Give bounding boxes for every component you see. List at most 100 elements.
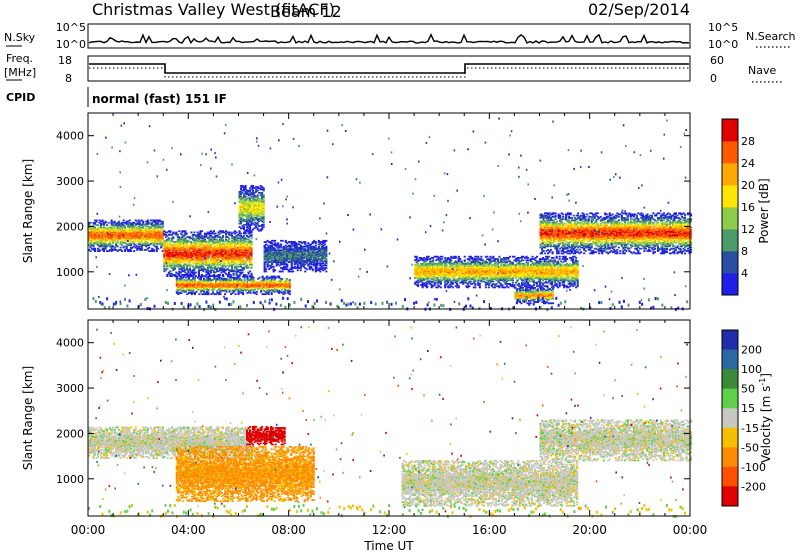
- power-cell: [226, 261, 229, 263]
- power-cell: [232, 274, 235, 276]
- power-cell: [121, 238, 124, 241]
- power-cell: [128, 238, 131, 241]
- power-cell: [223, 271, 226, 274]
- power-cell: [211, 256, 214, 259]
- power-cell: [218, 242, 221, 244]
- power-cell: [240, 252, 243, 255]
- power-cell: [128, 230, 131, 232]
- power-cell: [179, 262, 182, 264]
- power-cell: [178, 242, 181, 244]
- power-cell: [88, 229, 91, 231]
- power-cell: [187, 244, 190, 247]
- power-cell: [203, 259, 206, 262]
- power-cell: [170, 233, 173, 236]
- power-cell: [139, 234, 142, 237]
- power-cell: [121, 233, 124, 236]
- power-cell: [281, 239, 284, 242]
- freq-unit-label: [MHz]: [4, 66, 36, 79]
- power-cell: [185, 256, 188, 259]
- power-cell: [112, 236, 115, 238]
- power-cell: [180, 279, 183, 281]
- power-cell: [220, 271, 223, 274]
- power-cell: [211, 263, 214, 266]
- power-cell: [180, 289, 183, 292]
- power-cell: [187, 245, 190, 248]
- power-cell: [155, 239, 158, 242]
- power-cell: [288, 279, 291, 281]
- power-cell: [270, 292, 273, 294]
- power-cell: [199, 259, 202, 262]
- power-cell: [157, 226, 160, 229]
- power-cell: [110, 233, 113, 236]
- power-cell: [122, 225, 125, 228]
- power-cell: [176, 258, 179, 261]
- power-cell: [193, 268, 196, 270]
- power-cell: [194, 253, 197, 256]
- power-cell: [169, 243, 172, 246]
- power-cell: [250, 246, 253, 249]
- power-cell: [234, 242, 237, 244]
- power-cell: [143, 234, 146, 237]
- power-cell: [130, 234, 133, 237]
- power-cell: [175, 232, 178, 235]
- power-cell: [199, 251, 202, 254]
- power-cell: [238, 245, 241, 248]
- power-cell: [107, 234, 110, 237]
- power-cell: [134, 234, 137, 237]
- power-cell: [170, 264, 173, 267]
- power-cell: [158, 225, 161, 228]
- power-cell: [167, 264, 170, 267]
- power-cell: [122, 232, 125, 235]
- power-cell: [223, 262, 226, 264]
- power-cell: [235, 256, 238, 259]
- power-cell: [212, 263, 215, 266]
- power-cell: [244, 261, 247, 263]
- power-cell: [255, 293, 258, 296]
- power-cell: [127, 224, 130, 226]
- power-cell: [214, 268, 217, 270]
- power-cell: [143, 230, 146, 232]
- power-cell: [178, 244, 181, 247]
- power-cell: [460, 260, 463, 263]
- power-cell: [178, 264, 181, 267]
- power-cell: [240, 237, 243, 240]
- power-cell: [209, 257, 212, 260]
- power-cell: [100, 236, 103, 238]
- power-cell: [158, 233, 161, 236]
- power-cell: [109, 237, 112, 239]
- power-cell: [177, 282, 180, 285]
- power-cell: [92, 241, 95, 244]
- freq-label: Freq.: [6, 52, 33, 65]
- power-cell: [179, 271, 182, 274]
- power-cell: [169, 240, 172, 243]
- power-cell: [206, 251, 209, 254]
- power-cell: [136, 234, 139, 237]
- power-cell: [237, 269, 240, 272]
- power-cell: [137, 227, 140, 230]
- power-cell: [199, 256, 202, 259]
- power-cell: [175, 259, 178, 262]
- power-cell: [134, 231, 137, 234]
- power-cell: [240, 265, 243, 268]
- power-cell: [172, 268, 175, 270]
- power-cell: [151, 231, 154, 234]
- power-cell: [89, 234, 92, 237]
- power-cell: [243, 262, 246, 264]
- power-cell: [131, 226, 134, 229]
- power-cell: [113, 225, 116, 228]
- power-cell: [237, 246, 240, 249]
- power-cell: [220, 239, 223, 242]
- power-cell: [155, 247, 158, 250]
- power-cell: [130, 227, 133, 230]
- power-cell: [179, 246, 182, 249]
- power-cell: [163, 255, 166, 257]
- power-cell: [218, 263, 221, 266]
- power-cell: [249, 250, 252, 253]
- power-cell: [179, 265, 182, 268]
- power-cell: [243, 245, 246, 248]
- power-cell: [172, 252, 175, 255]
- power-cell: [97, 240, 100, 243]
- power-cell: [246, 259, 249, 262]
- power-cell: [109, 245, 112, 248]
- power-cell: [160, 245, 163, 248]
